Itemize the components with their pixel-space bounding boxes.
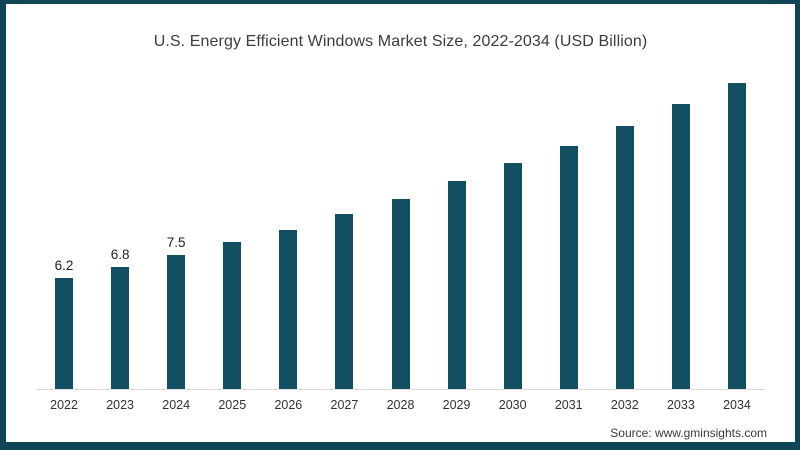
bar-2029 <box>447 181 466 389</box>
bar-value-label-2023: 6.8 <box>110 247 130 262</box>
x-tick-2034: 2034 <box>723 398 751 412</box>
bar-column-2025 <box>204 237 260 389</box>
bar-column-2026 <box>260 225 316 389</box>
bar-column-2022: 6.2 <box>36 258 92 389</box>
bar-column-2031 <box>541 141 597 389</box>
bar-column-2032 <box>597 121 653 389</box>
bar-column-2030 <box>485 158 541 389</box>
bar-column-2023: 6.8 <box>92 247 148 389</box>
bar-value-label-2024: 7.5 <box>166 235 186 250</box>
bar-2022 <box>55 278 74 389</box>
x-tick-2032: 2032 <box>610 398 639 412</box>
x-tick-2022: 2022 <box>50 398 78 412</box>
bar-column-2024: 7.5 <box>148 235 204 389</box>
x-tick-2027: 2027 <box>330 398 359 412</box>
bar-column-2029 <box>429 176 485 389</box>
x-tick-2023: 2023 <box>106 398 135 412</box>
chart-title: U.S. Energy Efficient Windows Market Siz… <box>153 33 648 50</box>
bar-2030 <box>503 163 522 389</box>
x-tick-2025: 2025 <box>218 398 247 412</box>
x-tick-2030: 2030 <box>498 398 527 412</box>
x-tick-2031: 2031 <box>554 398 583 412</box>
x-tick-2033: 2033 <box>666 398 695 412</box>
bar-column-2034 <box>709 78 765 389</box>
source-credit: Source: www.gminsights.com <box>610 426 767 440</box>
bar-column-2027 <box>316 209 372 389</box>
bar-2026 <box>279 230 298 389</box>
x-axis-labels: 2022 2023 2024 2025 2026 2027 2028 2029 2030 2031… <box>36 398 765 412</box>
bar-2032 <box>615 126 634 389</box>
x-tick-2028: 2028 <box>386 398 415 412</box>
bar-2027 <box>335 214 354 389</box>
x-tick-2024: 2024 <box>162 398 191 412</box>
bar-2023 <box>111 267 130 389</box>
bar-2025 <box>223 242 242 389</box>
plot-area: 6.2 6.8 7.5 <box>36 49 765 390</box>
bar-2033 <box>671 104 690 389</box>
bar-2031 <box>559 146 578 389</box>
bar-value-label-2022: 6.2 <box>54 258 74 273</box>
bar-column-2028 <box>372 194 428 389</box>
bar-column-2033 <box>653 99 709 389</box>
bar-2024 <box>167 255 186 389</box>
x-tick-2029: 2029 <box>442 398 471 412</box>
bar-2034 <box>727 83 746 389</box>
x-tick-2026: 2026 <box>274 398 303 412</box>
bar-2028 <box>391 199 410 389</box>
